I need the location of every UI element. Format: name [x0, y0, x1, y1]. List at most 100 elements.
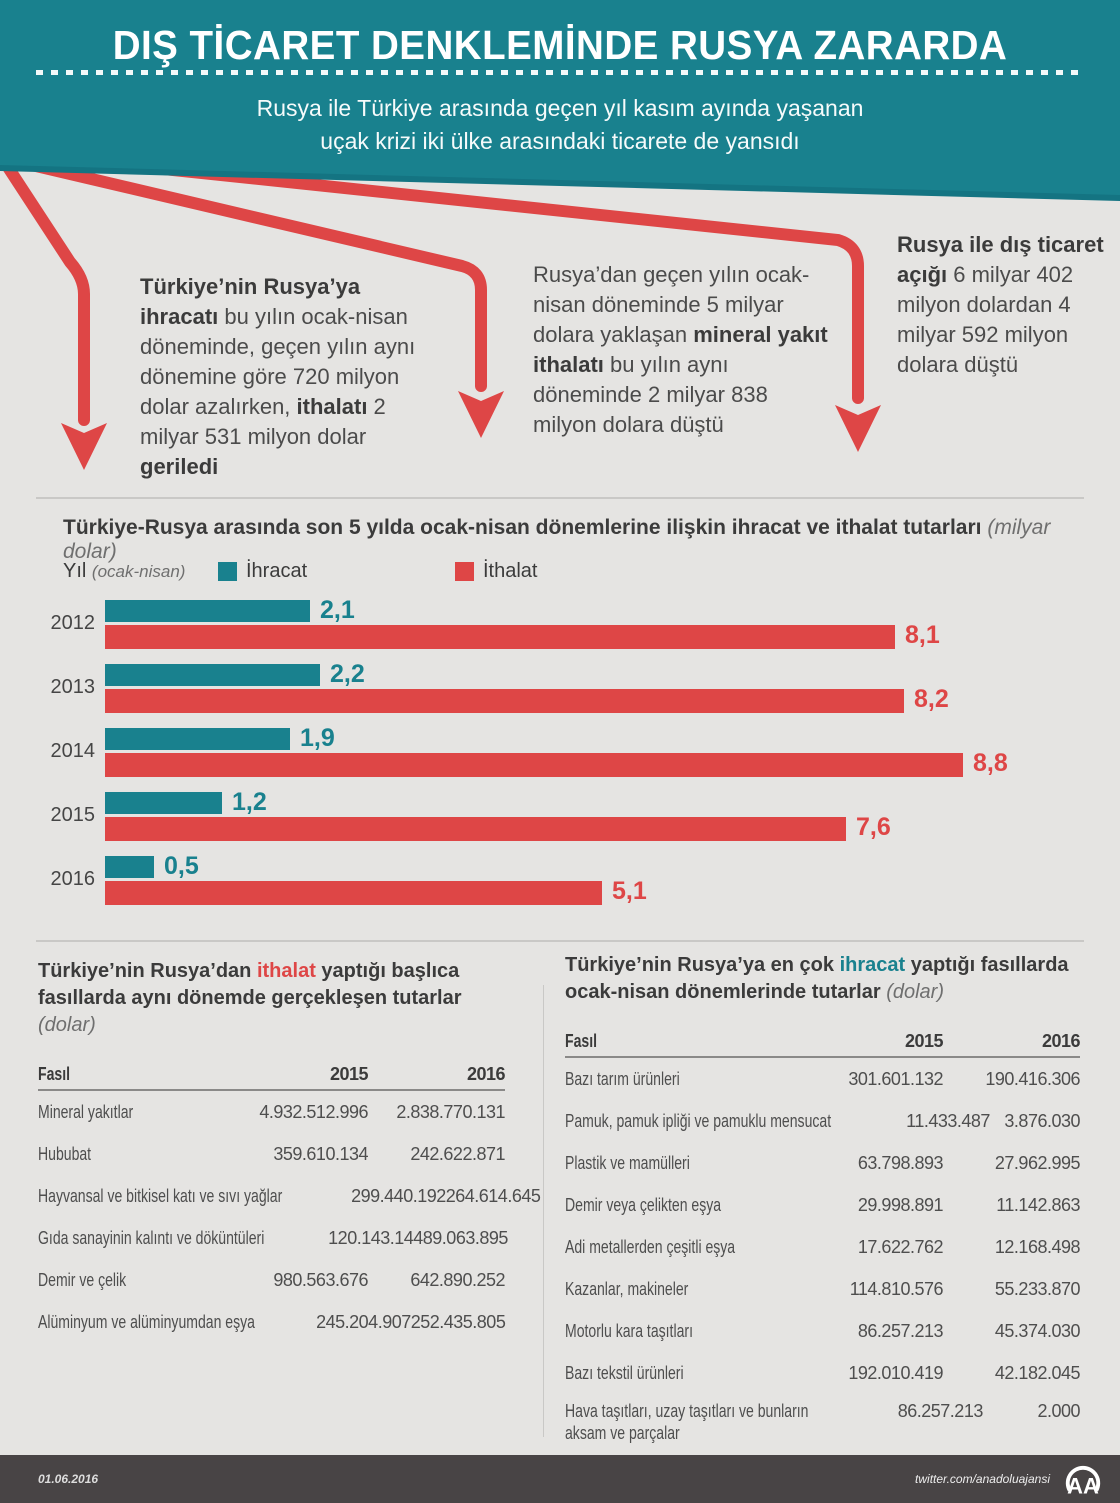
legend-swatch-ithalat	[455, 562, 474, 581]
column-header-2016: 2016	[466, 1063, 506, 1084]
import-bar-2015	[105, 817, 846, 841]
legend-label-ithalat: İthalat	[483, 560, 538, 582]
legend-year-note-text: (ocak-nisan)	[91, 562, 186, 581]
import-bar-2013	[105, 689, 904, 713]
svg-text:AA: AA	[1067, 1473, 1099, 1498]
infographic-footer: 01.06.2016 twitter.com/anadoluajansi AA	[0, 1455, 1120, 1503]
import-bar-2012	[105, 625, 895, 649]
import-value-label: 8,2	[914, 685, 949, 713]
highlight-block-exports: Türkiye’nin Rusya’ya ihracatı bu yılın o…	[140, 272, 436, 482]
export-table-title: Türkiye’nin Rusya’ya en çok ihracat yapt…	[565, 952, 1080, 1006]
export-value-label: 1,2	[232, 788, 267, 816]
table-row: Demir ve çelik 980.563.676 642.890.252	[38, 1259, 506, 1301]
arrow-down-icon	[0, 152, 487, 392]
export-bar-2015	[105, 792, 222, 814]
import-table-header: Fasıl 2015 2016	[38, 1059, 506, 1091]
export-title-prefix: Türkiye’nin Rusya’ya en çok	[565, 954, 840, 976]
chart-unit-note-text: (milyar dolar)	[63, 516, 1051, 563]
row-label: Bazı tarım ürünleri	[565, 1068, 680, 1089]
row-value-2015: 17.622.762	[857, 1236, 944, 1257]
import-title-suffix: yaptığı başlıca fasıllarda aynı dönemde …	[38, 960, 462, 1009]
legend-swatch-ihracat	[218, 562, 237, 581]
row-value-2016: 2.000	[1037, 1401, 1080, 1421]
legend-item-ithalat: İthalat	[455, 560, 537, 583]
export-bar-2016	[105, 856, 154, 878]
row-value-2016: 3.876.030	[1004, 1110, 1080, 1131]
row-label: Hava taşıtları, uzay taşıtları ve bunlar…	[565, 1401, 809, 1443]
table-row: Gıda sanayinin kalıntı ve döküntüleri 120…	[38, 1217, 508, 1259]
import-title-prefix: Türkiye’nin Rusya’dan	[38, 960, 257, 982]
title-dashed-divider	[36, 70, 1084, 75]
row-value-2016: 642.890.252	[410, 1269, 505, 1290]
row-value-2015: 245.204.907	[316, 1311, 411, 1332]
export-value-label: 1,9	[300, 724, 335, 752]
import-bar-2016	[105, 881, 602, 905]
row-value-2015: 114.810.576	[849, 1278, 944, 1299]
row-value-2016: 12.168.498	[994, 1236, 1081, 1257]
footer-date: 01.06.2016	[38, 1472, 99, 1486]
row-label: Hububat	[38, 1143, 92, 1164]
arrow-down-icon	[0, 146, 864, 404]
export-value-label: 2,2	[330, 660, 365, 688]
export-highlight-word: ihracat	[839, 954, 906, 976]
import-highlight-word: ithalat	[256, 960, 316, 982]
table-row: Plastik ve mamülleri 63.798.893 27.962.995	[565, 1142, 1081, 1184]
row-label: Gıda sanayinin kalıntı ve döküntüleri	[38, 1227, 265, 1248]
table-row: Mineral yakıtlar 4.932.512.996 2.838.770.1…	[38, 1091, 506, 1133]
highlight-bold-text: Türkiye’nin Rusya’ya ihracatı	[140, 274, 361, 329]
arrow-down-head-icon	[61, 423, 107, 470]
row-value-2016: 27.962.995	[994, 1152, 1081, 1173]
table-row: Adi metallerden çeşitli eşya 17.622.762 12…	[565, 1226, 1081, 1268]
table-row: Hububat 359.610.134 242.622.871	[38, 1133, 506, 1175]
import-value-label: 8,1	[905, 621, 940, 649]
row-value-2015: 11.433.487	[906, 1110, 990, 1131]
table-row: Bazı tarım ürünleri 301.601.132 190.416.30…	[565, 1058, 1081, 1100]
row-label: Demir ve çelik	[38, 1269, 127, 1290]
export-bar-2014	[105, 728, 290, 750]
highlight-text: Rusya’dan geçen yılın ocak-nisan dönemin…	[533, 262, 810, 347]
bar-group-2016: 2016 0,5 5,1	[51, 852, 1115, 905]
legend-item-ihracat: İhracat	[218, 560, 307, 583]
year-label: 2012	[50, 612, 96, 634]
chart-title-text: Türkiye-Rusya arasında son 5 yılda ocak-…	[63, 516, 982, 539]
export-unit-note: (dolar)	[886, 981, 944, 1003]
table-row: Pamuk, pamuk ipliği ve pamuklu mensucat 1…	[565, 1100, 1081, 1142]
row-value-2015: 120.143.144	[328, 1227, 423, 1248]
year-label: 2016	[50, 868, 96, 890]
row-label: Pamuk, pamuk ipliği ve pamuklu mensucat	[565, 1110, 832, 1131]
column-header-fasil: Fasıl	[38, 1063, 71, 1084]
column-header-fasil: Fasıl	[565, 1030, 598, 1051]
highlight-bold-text: Rusya ile dış ticaret açığı	[897, 232, 1104, 287]
page-title: DIŞ TİCARET DENKLEMİNDE RUSYA ZARARDA	[112, 22, 1008, 68]
row-value-2015: 63.798.893	[857, 1152, 944, 1173]
export-table: Türkiye’nin Rusya’ya en çok ihracat yapt…	[565, 952, 1081, 1458]
table-row: Motorlu kara taşıtları 86.257.213 45.374.0…	[565, 1310, 1081, 1352]
import-unit-note: (dolar)	[38, 1014, 96, 1036]
export-title-suffix: yaptığı fasıllarda ocak-nisan dönemlerin…	[565, 954, 1069, 1003]
export-table-rows: Bazı tarım ürünleri 301.601.132 190.416.30…	[565, 1058, 1081, 1458]
column-header-2015: 2015	[904, 1030, 944, 1051]
chart-title: Türkiye-Rusya arasında son 5 yılda ocak-…	[63, 516, 1063, 564]
export-bar-2012	[105, 600, 310, 622]
highlight-block-mineral-fuel: Rusya’dan geçen yılın ocak-nisan dönemin…	[533, 260, 831, 440]
row-value-2016: 11.142.863	[996, 1194, 1080, 1215]
highlight-bold-text: mineral yakıt ithalatı	[533, 322, 828, 377]
import-value-label: 8,8	[973, 749, 1008, 777]
chart-legend: Yıl (ocak-nisan) İhracat İthalat	[63, 560, 537, 584]
row-value-2016: 264.614.645	[445, 1185, 541, 1206]
row-label: Demir veya çelikten eşya	[565, 1194, 722, 1215]
row-value-2016: 252.435.805	[410, 1311, 506, 1332]
infographic-header: DIŞ TİCARET DENKLEMİNDE RUSYA ZARARDA Ru…	[0, 0, 1120, 195]
row-value-2015: 29.998.891	[857, 1194, 944, 1215]
bar-group-2013: 2013 2,2 8,2	[51, 660, 1115, 713]
arrow-down-head-icon	[835, 405, 881, 452]
highlight-text: bu yılın aynı döneminde 2 milyar 838 mil…	[533, 352, 768, 437]
row-label: Mineral yakıtlar	[38, 1101, 134, 1122]
row-value-2016: 42.182.045	[994, 1362, 1081, 1383]
legend-label-ihracat: İhracat	[246, 560, 308, 582]
row-label: Adi metallerden çeşitli eşya	[565, 1236, 736, 1257]
row-value-2015: 299.440.192	[351, 1185, 446, 1206]
row-value-2016: 190.416.306	[985, 1068, 1080, 1089]
section-divider-bottom	[36, 940, 1084, 942]
row-value-2015: 192.010.419	[848, 1362, 943, 1383]
